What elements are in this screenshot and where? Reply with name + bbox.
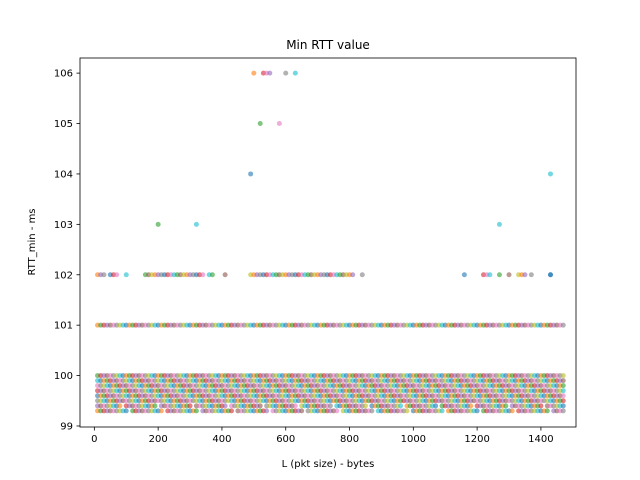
y-tick-label: 99 bbox=[60, 421, 73, 432]
scatter-point bbox=[359, 272, 365, 278]
scatter-point bbox=[528, 272, 534, 278]
plot-frame bbox=[79, 57, 577, 428]
scatter-point bbox=[560, 388, 566, 394]
scatter-point bbox=[468, 403, 474, 409]
scatter-point bbox=[276, 121, 282, 127]
x-axis-ticks: 0 200 400 600 800 1000 1200 1400 bbox=[91, 427, 554, 445]
scatter-point bbox=[547, 272, 553, 278]
scatter-point bbox=[248, 171, 254, 177]
scatter-point bbox=[362, 403, 368, 409]
scatter-point bbox=[496, 272, 502, 278]
scatter-point bbox=[209, 272, 215, 278]
scatter-point bbox=[503, 403, 509, 409]
scatter-point bbox=[538, 403, 544, 409]
y-tick-label: 102 bbox=[54, 270, 73, 281]
scatter-point bbox=[560, 322, 566, 328]
scatter-point bbox=[433, 403, 439, 409]
scatter-point bbox=[200, 272, 206, 278]
scatter-point bbox=[267, 70, 273, 76]
scatter-point bbox=[439, 408, 445, 414]
scatter-point bbox=[114, 272, 120, 278]
scatter-point bbox=[222, 403, 228, 409]
scatter-point bbox=[334, 408, 340, 414]
scatter-point bbox=[560, 373, 566, 379]
x-tick-label: 800 bbox=[340, 434, 359, 445]
scatter-point bbox=[123, 272, 129, 278]
x-tick-label: 200 bbox=[149, 434, 168, 445]
x-axis-label: L (pkt size) - bytes bbox=[282, 459, 375, 470]
scatter-point bbox=[560, 408, 566, 414]
scatter-point bbox=[506, 272, 512, 278]
data-points bbox=[95, 70, 566, 414]
y-tick-label: 105 bbox=[54, 119, 73, 130]
scatter-point bbox=[187, 403, 193, 409]
scatter-point bbox=[158, 408, 164, 414]
scatter-point bbox=[283, 70, 289, 76]
scatter-point bbox=[222, 272, 228, 278]
scatter-point bbox=[560, 383, 566, 389]
scatter-point bbox=[257, 403, 263, 409]
x-tick-label: 1000 bbox=[401, 434, 426, 445]
scatter-point bbox=[560, 398, 566, 404]
scatter-point bbox=[257, 121, 263, 127]
x-tick-label: 400 bbox=[212, 434, 231, 445]
scatter-point bbox=[560, 403, 566, 409]
scatter-point bbox=[560, 378, 566, 384]
scatter-point bbox=[152, 403, 158, 409]
scatter-point bbox=[509, 408, 515, 414]
scatter-point bbox=[369, 408, 375, 414]
y-axis-label: RTT_min - ms bbox=[27, 208, 38, 275]
scatter-point bbox=[155, 221, 161, 227]
scatter-point bbox=[544, 408, 550, 414]
y-tick-label: 100 bbox=[54, 371, 73, 382]
chart-title: Min RTT value bbox=[286, 38, 370, 52]
scatter-point bbox=[547, 171, 553, 177]
x-tick-label: 1400 bbox=[528, 434, 553, 445]
scatter-point bbox=[292, 403, 298, 409]
y-tick-label: 101 bbox=[54, 321, 73, 332]
scatter-point bbox=[327, 403, 333, 409]
scatter-point bbox=[117, 403, 123, 409]
scatter-point bbox=[292, 70, 298, 76]
scatter-point bbox=[487, 272, 493, 278]
y-axis-ticks: 99 100 101 102 103 104 105 106 bbox=[54, 69, 80, 432]
scatter-point bbox=[123, 408, 129, 414]
scatter-point bbox=[193, 221, 199, 227]
scatter-point bbox=[398, 403, 404, 409]
x-tick-label: 1200 bbox=[464, 434, 489, 445]
scatter-point bbox=[496, 221, 502, 227]
x-tick-label: 600 bbox=[276, 434, 295, 445]
x-tick-label: 0 bbox=[91, 434, 97, 445]
scatter-point bbox=[404, 408, 410, 414]
scatter-point bbox=[251, 70, 257, 76]
y-tick-label: 104 bbox=[54, 169, 73, 180]
scatter-point bbox=[264, 408, 270, 414]
scatter-point bbox=[101, 272, 107, 278]
scatter-point bbox=[350, 272, 356, 278]
y-tick-label: 103 bbox=[54, 220, 73, 231]
scatter-point bbox=[461, 272, 467, 278]
scatter-point bbox=[522, 272, 528, 278]
y-tick-label: 106 bbox=[54, 69, 73, 80]
scatter-point bbox=[299, 408, 305, 414]
scatter-point bbox=[229, 408, 235, 414]
scatter-point bbox=[193, 408, 199, 414]
scatter-point bbox=[474, 408, 480, 414]
scatter-point bbox=[560, 393, 566, 399]
